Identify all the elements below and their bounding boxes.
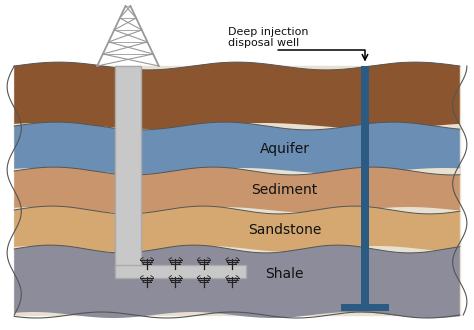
- Text: Sediment: Sediment: [251, 183, 318, 197]
- Text: Shale: Shale: [265, 268, 304, 281]
- Bar: [115, 265, 246, 278]
- Polygon shape: [14, 245, 460, 318]
- Polygon shape: [14, 122, 460, 174]
- Bar: [361, 66, 369, 309]
- Bar: [341, 305, 389, 311]
- Polygon shape: [14, 206, 460, 252]
- Polygon shape: [14, 167, 460, 213]
- Bar: [115, 66, 141, 272]
- Polygon shape: [14, 62, 460, 129]
- Text: Sandstone: Sandstone: [248, 222, 321, 237]
- Text: Deep injection
disposal well: Deep injection disposal well: [228, 27, 308, 48]
- Text: Aquifer: Aquifer: [259, 142, 310, 155]
